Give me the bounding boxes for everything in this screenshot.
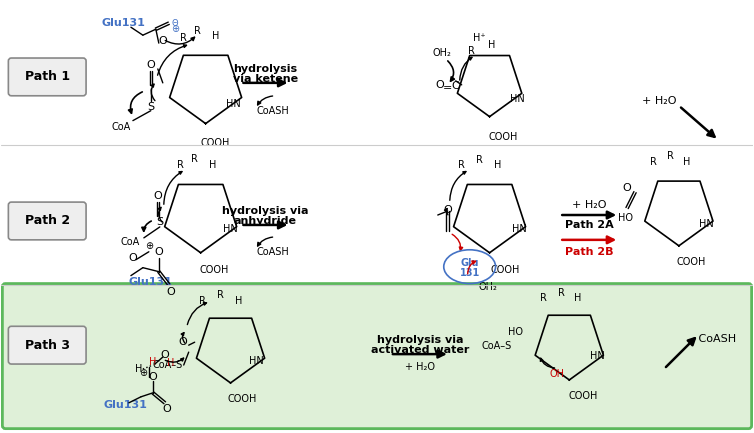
Text: - CoASH: - CoASH [691, 334, 737, 344]
Text: ⊕: ⊕ [170, 24, 179, 34]
Text: R: R [192, 155, 198, 165]
Text: S: S [147, 102, 155, 112]
Text: H⁺: H⁺ [474, 33, 486, 43]
Text: COOH: COOH [491, 265, 520, 275]
Text: HO: HO [618, 213, 633, 223]
Text: hydrolysis via: hydrolysis via [376, 335, 463, 345]
Text: + H₂O: + H₂O [405, 362, 435, 372]
Text: OH₂: OH₂ [478, 281, 497, 291]
FancyBboxPatch shape [8, 202, 86, 240]
Text: Glu: Glu [461, 258, 479, 268]
Text: hydrolysis via: hydrolysis via [222, 206, 308, 216]
Text: HO: HO [508, 327, 523, 337]
Text: R: R [177, 160, 184, 170]
Text: COOH: COOH [228, 394, 257, 404]
Text: O: O [146, 60, 155, 70]
Text: R: R [180, 33, 187, 43]
Text: H: H [135, 364, 143, 374]
Text: CoASH: CoASH [256, 247, 289, 257]
Text: CoA–S: CoA–S [152, 360, 182, 370]
Text: HN: HN [249, 356, 264, 366]
Text: O: O [149, 372, 157, 382]
Text: OH: OH [550, 369, 565, 379]
Text: HN: HN [223, 224, 238, 234]
Text: CoA: CoA [121, 237, 140, 247]
Text: S: S [156, 217, 164, 227]
Text: R: R [458, 160, 465, 170]
Text: COOH: COOH [200, 265, 229, 275]
Text: R: R [558, 288, 565, 297]
Text: HN: HN [226, 99, 241, 109]
Text: HN: HN [512, 224, 527, 234]
Text: R: R [199, 297, 206, 307]
Text: Glu131: Glu131 [103, 400, 147, 410]
Text: R: R [540, 294, 547, 304]
Text: O: O [158, 36, 167, 46]
Text: HN: HN [700, 219, 714, 229]
Text: Θ: Θ [171, 19, 178, 28]
Text: H: H [574, 294, 581, 304]
Text: O: O [623, 183, 631, 193]
Text: Path 3: Path 3 [25, 339, 69, 352]
Text: O: O [153, 191, 162, 201]
Text: R: R [477, 155, 483, 165]
Text: O: O [155, 247, 163, 257]
FancyBboxPatch shape [8, 58, 86, 96]
Text: COOH: COOH [676, 257, 706, 267]
Text: R: R [649, 157, 657, 167]
Text: + H₂O: + H₂O [572, 200, 606, 210]
Text: activated water: activated water [371, 345, 469, 355]
Text: O: O [179, 337, 187, 347]
Text: ⊕: ⊕ [145, 241, 153, 251]
Text: H: H [683, 157, 691, 167]
Text: COOH: COOH [201, 139, 230, 149]
Text: R: R [667, 152, 674, 162]
Text: O: O [162, 404, 171, 414]
Text: via ketene: via ketene [233, 74, 298, 84]
Text: O: O [443, 205, 452, 215]
Text: Path 1: Path 1 [25, 71, 70, 84]
Text: HN: HN [590, 351, 605, 361]
Text: C: C [452, 81, 460, 91]
Text: H: H [167, 358, 174, 368]
Text: CoA–S: CoA–S [481, 341, 511, 351]
Text: COOH: COOH [569, 391, 598, 401]
Text: R: R [195, 26, 201, 36]
Text: H: H [234, 297, 242, 307]
FancyBboxPatch shape [8, 326, 86, 364]
Text: O: O [161, 350, 169, 360]
Text: CoASH: CoASH [256, 106, 289, 116]
Text: R: R [468, 46, 475, 56]
Text: H: H [488, 40, 495, 50]
Text: Path 2: Path 2 [25, 214, 70, 227]
Text: R: R [217, 291, 224, 301]
Text: + H₂O: + H₂O [642, 96, 676, 106]
Text: OH₂: OH₂ [432, 48, 451, 58]
Text: O: O [435, 80, 444, 90]
Text: Path 2B: Path 2B [565, 247, 614, 257]
Text: Glu131: Glu131 [101, 18, 145, 28]
Text: O: O [167, 287, 175, 297]
Text: anhydride: anhydride [234, 216, 297, 226]
Text: 131: 131 [459, 268, 480, 278]
Text: CoA: CoA [112, 122, 131, 132]
Text: H: H [149, 357, 157, 367]
Text: H: H [209, 160, 216, 170]
Text: Glu131: Glu131 [129, 277, 173, 287]
Text: ⊕: ⊕ [139, 368, 147, 378]
Text: H: H [212, 31, 219, 41]
Text: =: = [443, 83, 452, 93]
Text: O: O [128, 253, 137, 263]
Text: hydrolysis: hydrolysis [233, 64, 298, 74]
Text: Path 2A: Path 2A [565, 220, 614, 230]
Text: HN: HN [510, 94, 525, 104]
Text: H: H [494, 160, 501, 170]
Text: COOH: COOH [489, 132, 518, 142]
FancyBboxPatch shape [2, 284, 752, 429]
